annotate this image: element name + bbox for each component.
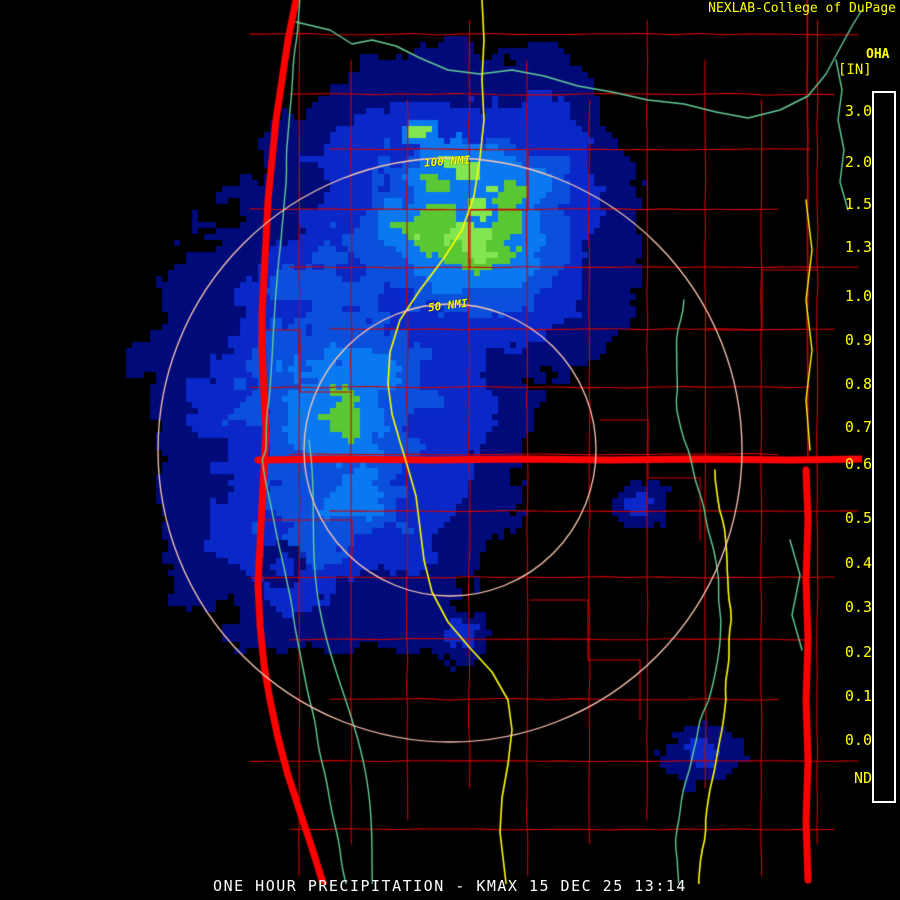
product-source-header: NEXLAB-College of DuPage — [708, 1, 896, 16]
colorbar-frame — [872, 91, 896, 803]
colorbar[interactable] — [872, 91, 896, 803]
city-label-omaha: OHA — [866, 47, 890, 62]
product-title-footer: ONE HOUR PRECIPITATION - KMAX 15 DEC 25 … — [213, 877, 687, 895]
legend-units-label: [IN] — [838, 62, 872, 78]
